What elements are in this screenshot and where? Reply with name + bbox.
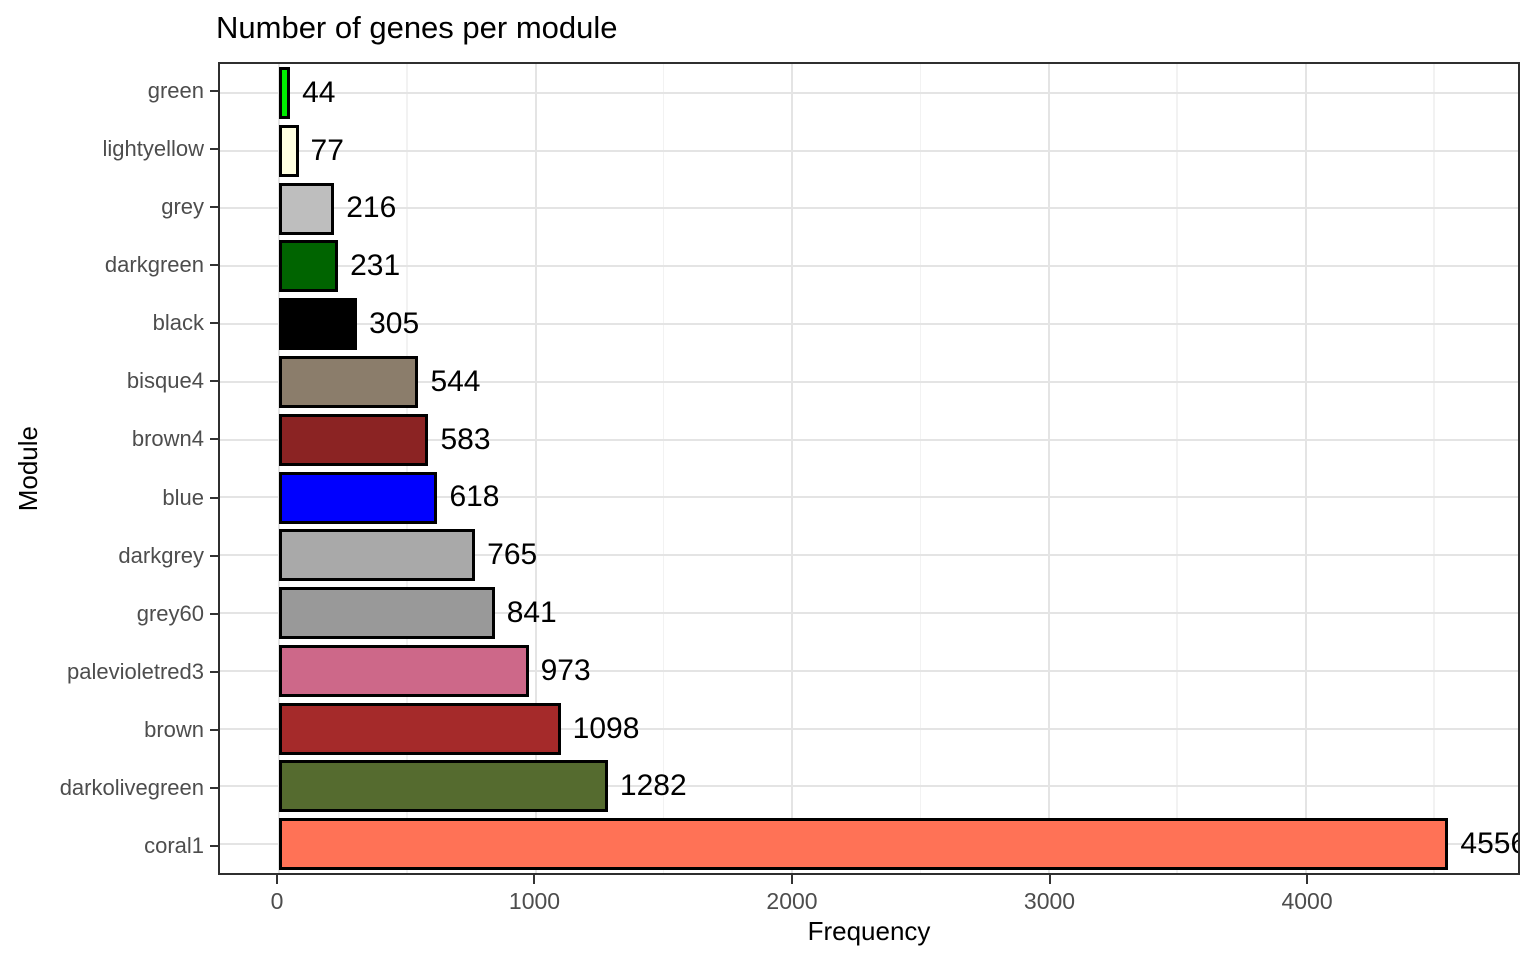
bar-black bbox=[278, 298, 358, 351]
y-tick-label-darkgrey: darkgrey bbox=[118, 542, 204, 568]
grid-major-x-3000 bbox=[1047, 64, 1050, 873]
y-tick-black bbox=[210, 322, 218, 325]
y-tick-green bbox=[210, 90, 218, 93]
y-tick-label-brown4: brown4 bbox=[131, 426, 204, 452]
grid-major-x-1000 bbox=[534, 64, 537, 873]
grid-row-darkgrey bbox=[220, 554, 1518, 557]
y-tick-label-grey: grey bbox=[161, 194, 204, 220]
x-tick-label-2000: 2000 bbox=[766, 888, 818, 914]
y-tick-label-palevioletred3: palevioletred3 bbox=[67, 658, 204, 684]
bar-darkgreen bbox=[278, 240, 339, 293]
grid-row-grey60 bbox=[220, 611, 1518, 614]
y-tick-grey60 bbox=[210, 612, 218, 615]
y-tick-label-darkolivegreen: darkolivegreen bbox=[59, 774, 204, 800]
bar-label-palevioletred3: 973 bbox=[540, 653, 591, 687]
bar-bisque4 bbox=[278, 355, 419, 408]
y-axis-labels: green lightyellow grey darkgreen black bisque… bbox=[0, 62, 204, 875]
y-tick-brown bbox=[210, 728, 218, 731]
y-tick-label-grey60: grey60 bbox=[136, 600, 204, 626]
y-tick-lightyellow bbox=[210, 148, 218, 151]
grid-minor-x-2500 bbox=[919, 64, 922, 873]
y-tick-grey bbox=[210, 206, 218, 209]
grid-row-brown bbox=[220, 727, 1518, 730]
bar-darkolivegreen bbox=[278, 760, 608, 813]
bar-label-black: 305 bbox=[369, 307, 420, 341]
grid-major-x-4000 bbox=[1304, 64, 1307, 873]
x-tick-2000 bbox=[791, 875, 793, 884]
bar-green bbox=[278, 67, 291, 119]
x-axis-title: Frequency bbox=[807, 916, 931, 946]
grid-row-blue bbox=[220, 496, 1518, 499]
y-tick-brown4 bbox=[210, 438, 218, 441]
grid-row-green bbox=[220, 91, 1518, 94]
bar-label-darkolivegreen: 1282 bbox=[619, 769, 687, 803]
x-axis-ticks bbox=[218, 875, 1520, 884]
x-tick-label-1000: 1000 bbox=[508, 888, 561, 914]
y-tick-palevioletred3 bbox=[210, 670, 218, 673]
y-tick-label-darkgreen: darkgreen bbox=[104, 252, 204, 278]
bar-label-darkgrey: 765 bbox=[487, 538, 538, 572]
x-tick-1000 bbox=[533, 875, 536, 884]
x-tick-label-3000: 3000 bbox=[1023, 888, 1076, 914]
grid-row-grey bbox=[220, 207, 1518, 210]
bar-brown bbox=[278, 702, 561, 755]
grid-row-bisque4 bbox=[220, 380, 1518, 383]
bar-label-coral1: 4556 bbox=[1460, 827, 1518, 861]
bar-palevioletred3 bbox=[278, 644, 529, 697]
bar-coral1 bbox=[278, 818, 1449, 871]
bar-blue bbox=[278, 471, 438, 524]
x-tick-label-0: 0 bbox=[270, 888, 284, 914]
bar-grey bbox=[278, 182, 335, 235]
x-axis-labels: 0 1000 2000 3000 4000 bbox=[218, 888, 1520, 914]
y-tick-label-black: black bbox=[152, 310, 204, 336]
grid-minor-x-4500 bbox=[1433, 64, 1435, 873]
y-tick-darkolivegreen bbox=[210, 786, 218, 789]
grid-minor-x-3500 bbox=[1176, 64, 1178, 873]
bar-label-grey: 216 bbox=[346, 191, 397, 225]
grid-major-x-0 bbox=[277, 64, 280, 873]
grid-major-x-2000 bbox=[791, 64, 794, 873]
bar-label-grey60: 841 bbox=[506, 595, 557, 629]
bar-darkgrey bbox=[278, 529, 476, 582]
bar-label-lightyellow: 77 bbox=[310, 133, 344, 167]
grid-row-black bbox=[220, 323, 1518, 326]
grid-row-darkgreen bbox=[220, 265, 1518, 268]
grid-row-lightyellow bbox=[220, 149, 1518, 152]
x-tick-4000 bbox=[1306, 875, 1309, 884]
y-tick-bisque4 bbox=[210, 380, 218, 383]
bar-label-blue: 618 bbox=[449, 480, 500, 514]
plot-panel: 44 77 216 231 305 544 583 618 765 841 973 1098 1282 4… bbox=[218, 62, 1520, 875]
x-tick-3000 bbox=[1048, 875, 1051, 884]
bar-brown4 bbox=[278, 413, 429, 466]
y-axis-ticks bbox=[210, 62, 218, 875]
bar-grey60 bbox=[278, 587, 495, 640]
bar-label-bisque4: 544 bbox=[430, 364, 481, 398]
grid-minor-x-500 bbox=[406, 64, 408, 873]
y-tick-label-blue: blue bbox=[162, 484, 204, 510]
y-tick-blue bbox=[210, 496, 218, 499]
grid-row-palevioletred3 bbox=[220, 669, 1518, 672]
y-tick-label-brown: brown bbox=[144, 716, 204, 742]
y-tick-darkgreen bbox=[210, 264, 218, 267]
y-tick-label-bisque4: bisque4 bbox=[126, 368, 204, 394]
bar-label-brown: 1098 bbox=[572, 711, 640, 745]
y-tick-darkgrey bbox=[210, 554, 218, 557]
grid-row-darkolivegreen bbox=[220, 785, 1518, 788]
chart-title: Number of genes per module bbox=[216, 10, 618, 45]
x-tick-0 bbox=[275, 875, 278, 884]
grid-row-brown4 bbox=[220, 438, 1518, 441]
bar-label-green: 44 bbox=[302, 75, 336, 109]
x-tick-label-4000: 4000 bbox=[1281, 888, 1333, 914]
y-tick-label-coral1: coral1 bbox=[144, 832, 204, 858]
y-tick-label-green: green bbox=[147, 78, 204, 104]
bar-lightyellow bbox=[278, 124, 299, 177]
grid-minor-x-1500 bbox=[662, 64, 665, 873]
bar-label-brown4: 583 bbox=[440, 422, 491, 456]
y-tick-label-lightyellow: lightyellow bbox=[102, 136, 205, 162]
bar-label-darkgreen: 231 bbox=[350, 249, 401, 283]
y-tick-coral1 bbox=[210, 844, 218, 847]
